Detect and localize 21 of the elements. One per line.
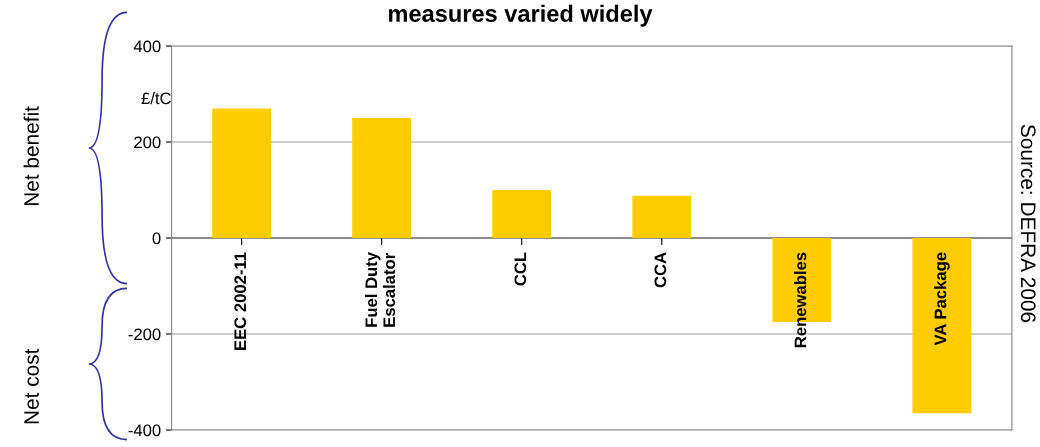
bar (632, 195, 692, 239)
bar (912, 238, 972, 414)
y-tick-label: -400 (128, 424, 161, 437)
y-tick-label: -200 (128, 328, 161, 341)
x-tick-label: VA Package (934, 252, 950, 346)
bar (492, 190, 552, 239)
x-tick-label: Renewables (794, 252, 807, 348)
y-tick-label: 200 (134, 136, 161, 149)
y-tick-label: 400 (133, 40, 161, 53)
bar (212, 108, 272, 239)
text: Net benefit (23, 106, 39, 206)
chart-title: measures varied widely (389, 4, 653, 27)
source-note: Source: DEFRA 2006 (1020, 124, 1036, 323)
x-tick-label: Fuel Duty Escalator (364, 252, 396, 327)
text: £/tC (141, 92, 171, 105)
x-tick-label: CCA (654, 252, 667, 288)
bar (352, 118, 412, 239)
x-tick-label: EEC 2002-11 (234, 252, 247, 350)
x-tick-label: CCL (514, 252, 527, 286)
y-tick-label: 0 (152, 232, 161, 245)
text: Net cost (24, 348, 39, 424)
